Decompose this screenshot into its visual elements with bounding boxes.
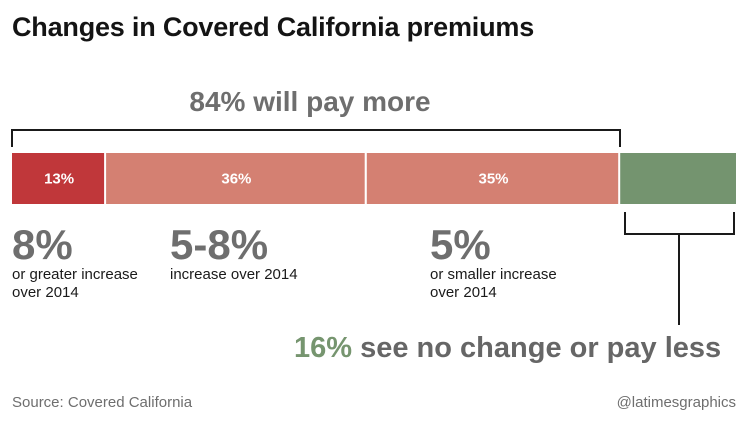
pay-more-bracket-label: 84% will pay more <box>189 86 431 117</box>
bar-segment-4 <box>620 153 736 204</box>
credit: @latimesgraphics <box>616 394 736 411</box>
bar-segment-1 <box>12 153 105 204</box>
pay-less-bracket <box>624 212 735 325</box>
bar-segment-3-label: 35% <box>478 171 508 188</box>
chart-title: Changes in Covered California premiums <box>12 12 535 42</box>
category-3-value: 5% <box>430 221 491 268</box>
category-2-description: increase over 2014 <box>170 266 298 283</box>
category-3-description: or smaller increase over 2014 <box>430 266 557 301</box>
pay-less-percent: 16% <box>294 332 353 364</box>
bar-segment-1-label: 13% <box>44 171 74 188</box>
bar-segment-2 <box>106 153 365 204</box>
pay-less-text: see no change or pay less <box>360 332 722 364</box>
bar-segment-2-label: 36% <box>221 171 251 188</box>
pay-more-bracket <box>11 129 621 147</box>
source-note: Source: Covered California <box>12 394 193 411</box>
bar-segment-3 <box>366 153 619 204</box>
category-1-description: or greater increase over 2014 <box>12 266 138 301</box>
pay-less-label: 16% see no change or pay less <box>294 332 721 365</box>
category-2-value: 5-8% <box>170 221 269 268</box>
category-1-value: 8% <box>12 221 73 268</box>
